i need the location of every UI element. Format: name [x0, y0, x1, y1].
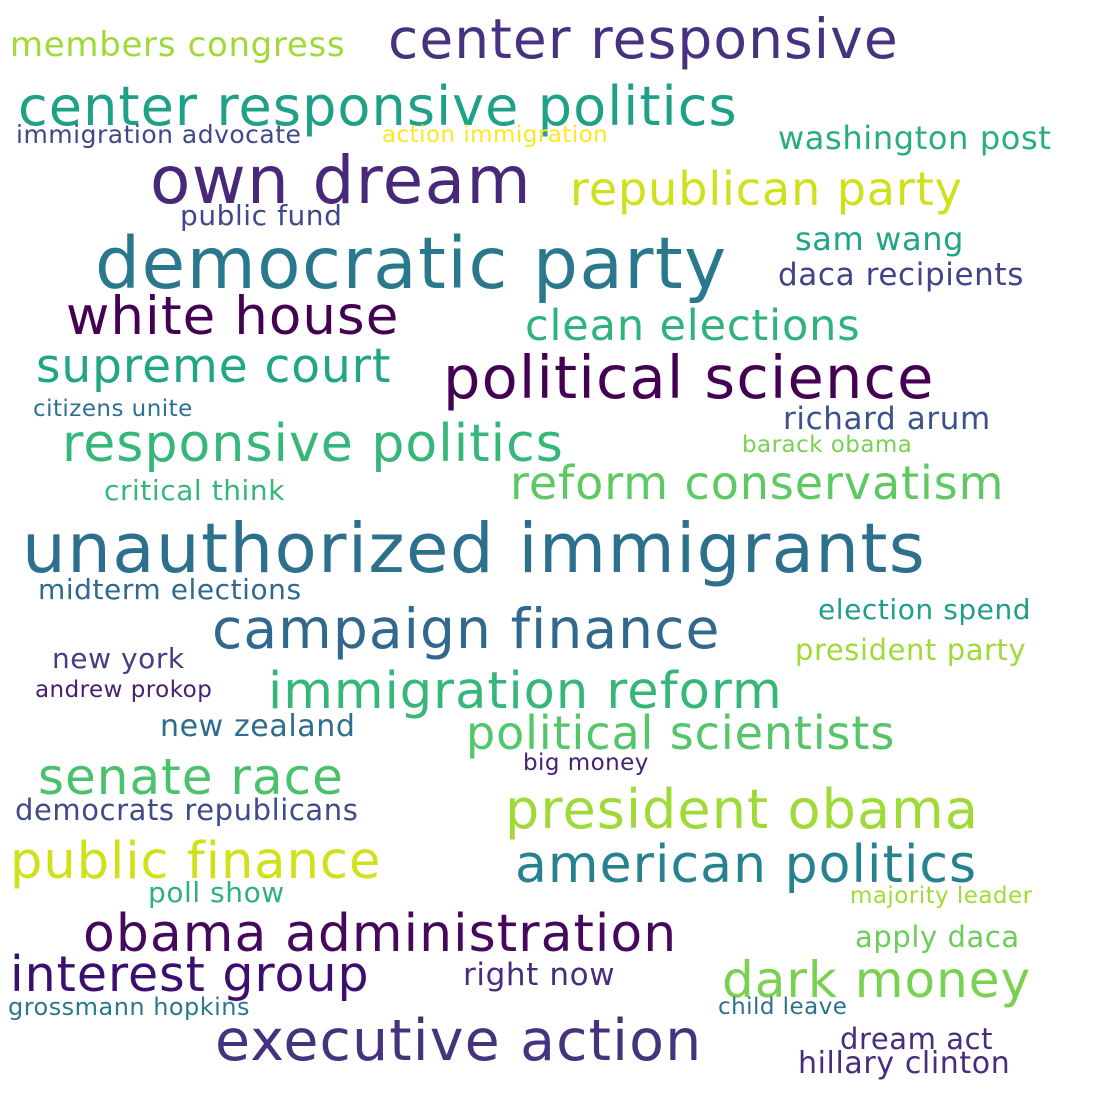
word: unauthorized immigrants	[22, 509, 927, 589]
word: american politics	[515, 835, 978, 895]
word: executive action	[215, 1008, 703, 1074]
word: own dream	[150, 142, 532, 219]
word: republican party	[570, 162, 963, 216]
word: president party	[795, 633, 1027, 667]
word: poll show	[148, 876, 285, 909]
word: white house	[66, 286, 400, 347]
word: grossmann hopkins	[8, 993, 250, 1021]
word: majority leader	[850, 883, 1033, 909]
word: new york	[52, 642, 185, 675]
word: new zealand	[160, 709, 356, 744]
word: senate race	[38, 748, 344, 806]
word: daca recipients	[778, 257, 1024, 293]
word: responsive politics	[62, 414, 564, 474]
word: election spend	[818, 593, 1032, 626]
word: sam wang	[795, 220, 965, 258]
word: interest group	[10, 946, 370, 1003]
word: critical think	[104, 474, 285, 507]
word: child leave	[718, 994, 848, 1020]
word: center responsive politics	[18, 75, 738, 138]
word: president obama	[505, 778, 980, 841]
word: democrats republicans	[15, 793, 359, 827]
word: public finance	[10, 832, 382, 891]
word: washington post	[778, 119, 1052, 157]
word: immigration advocate	[16, 120, 302, 149]
word: big money	[523, 750, 649, 776]
word: dark money	[722, 951, 1032, 1009]
word: midterm elections	[38, 573, 302, 606]
word: obama administration	[83, 904, 678, 964]
word: democratic party	[95, 222, 728, 305]
word: center responsive	[388, 7, 899, 71]
word: supreme court	[36, 339, 392, 394]
word: public fund	[180, 199, 343, 232]
word: right now	[463, 957, 616, 993]
word: dream act	[840, 1022, 994, 1056]
word: apply daca	[855, 920, 1020, 954]
word: hillary clinton	[798, 1046, 1011, 1081]
word: clean elections	[525, 301, 861, 351]
word: members congress	[10, 25, 346, 65]
word: immigration reform	[268, 662, 783, 721]
word: action immigration	[382, 122, 609, 148]
word: campaign finance	[212, 597, 721, 661]
word: richard arum	[783, 401, 991, 437]
word: citizens unite	[33, 396, 193, 422]
word: barack obama	[742, 432, 913, 458]
word: reform conservatism	[510, 456, 1005, 510]
word: political scientists	[466, 706, 896, 760]
word: andrew prokop	[35, 677, 213, 703]
word: political science	[443, 343, 935, 412]
